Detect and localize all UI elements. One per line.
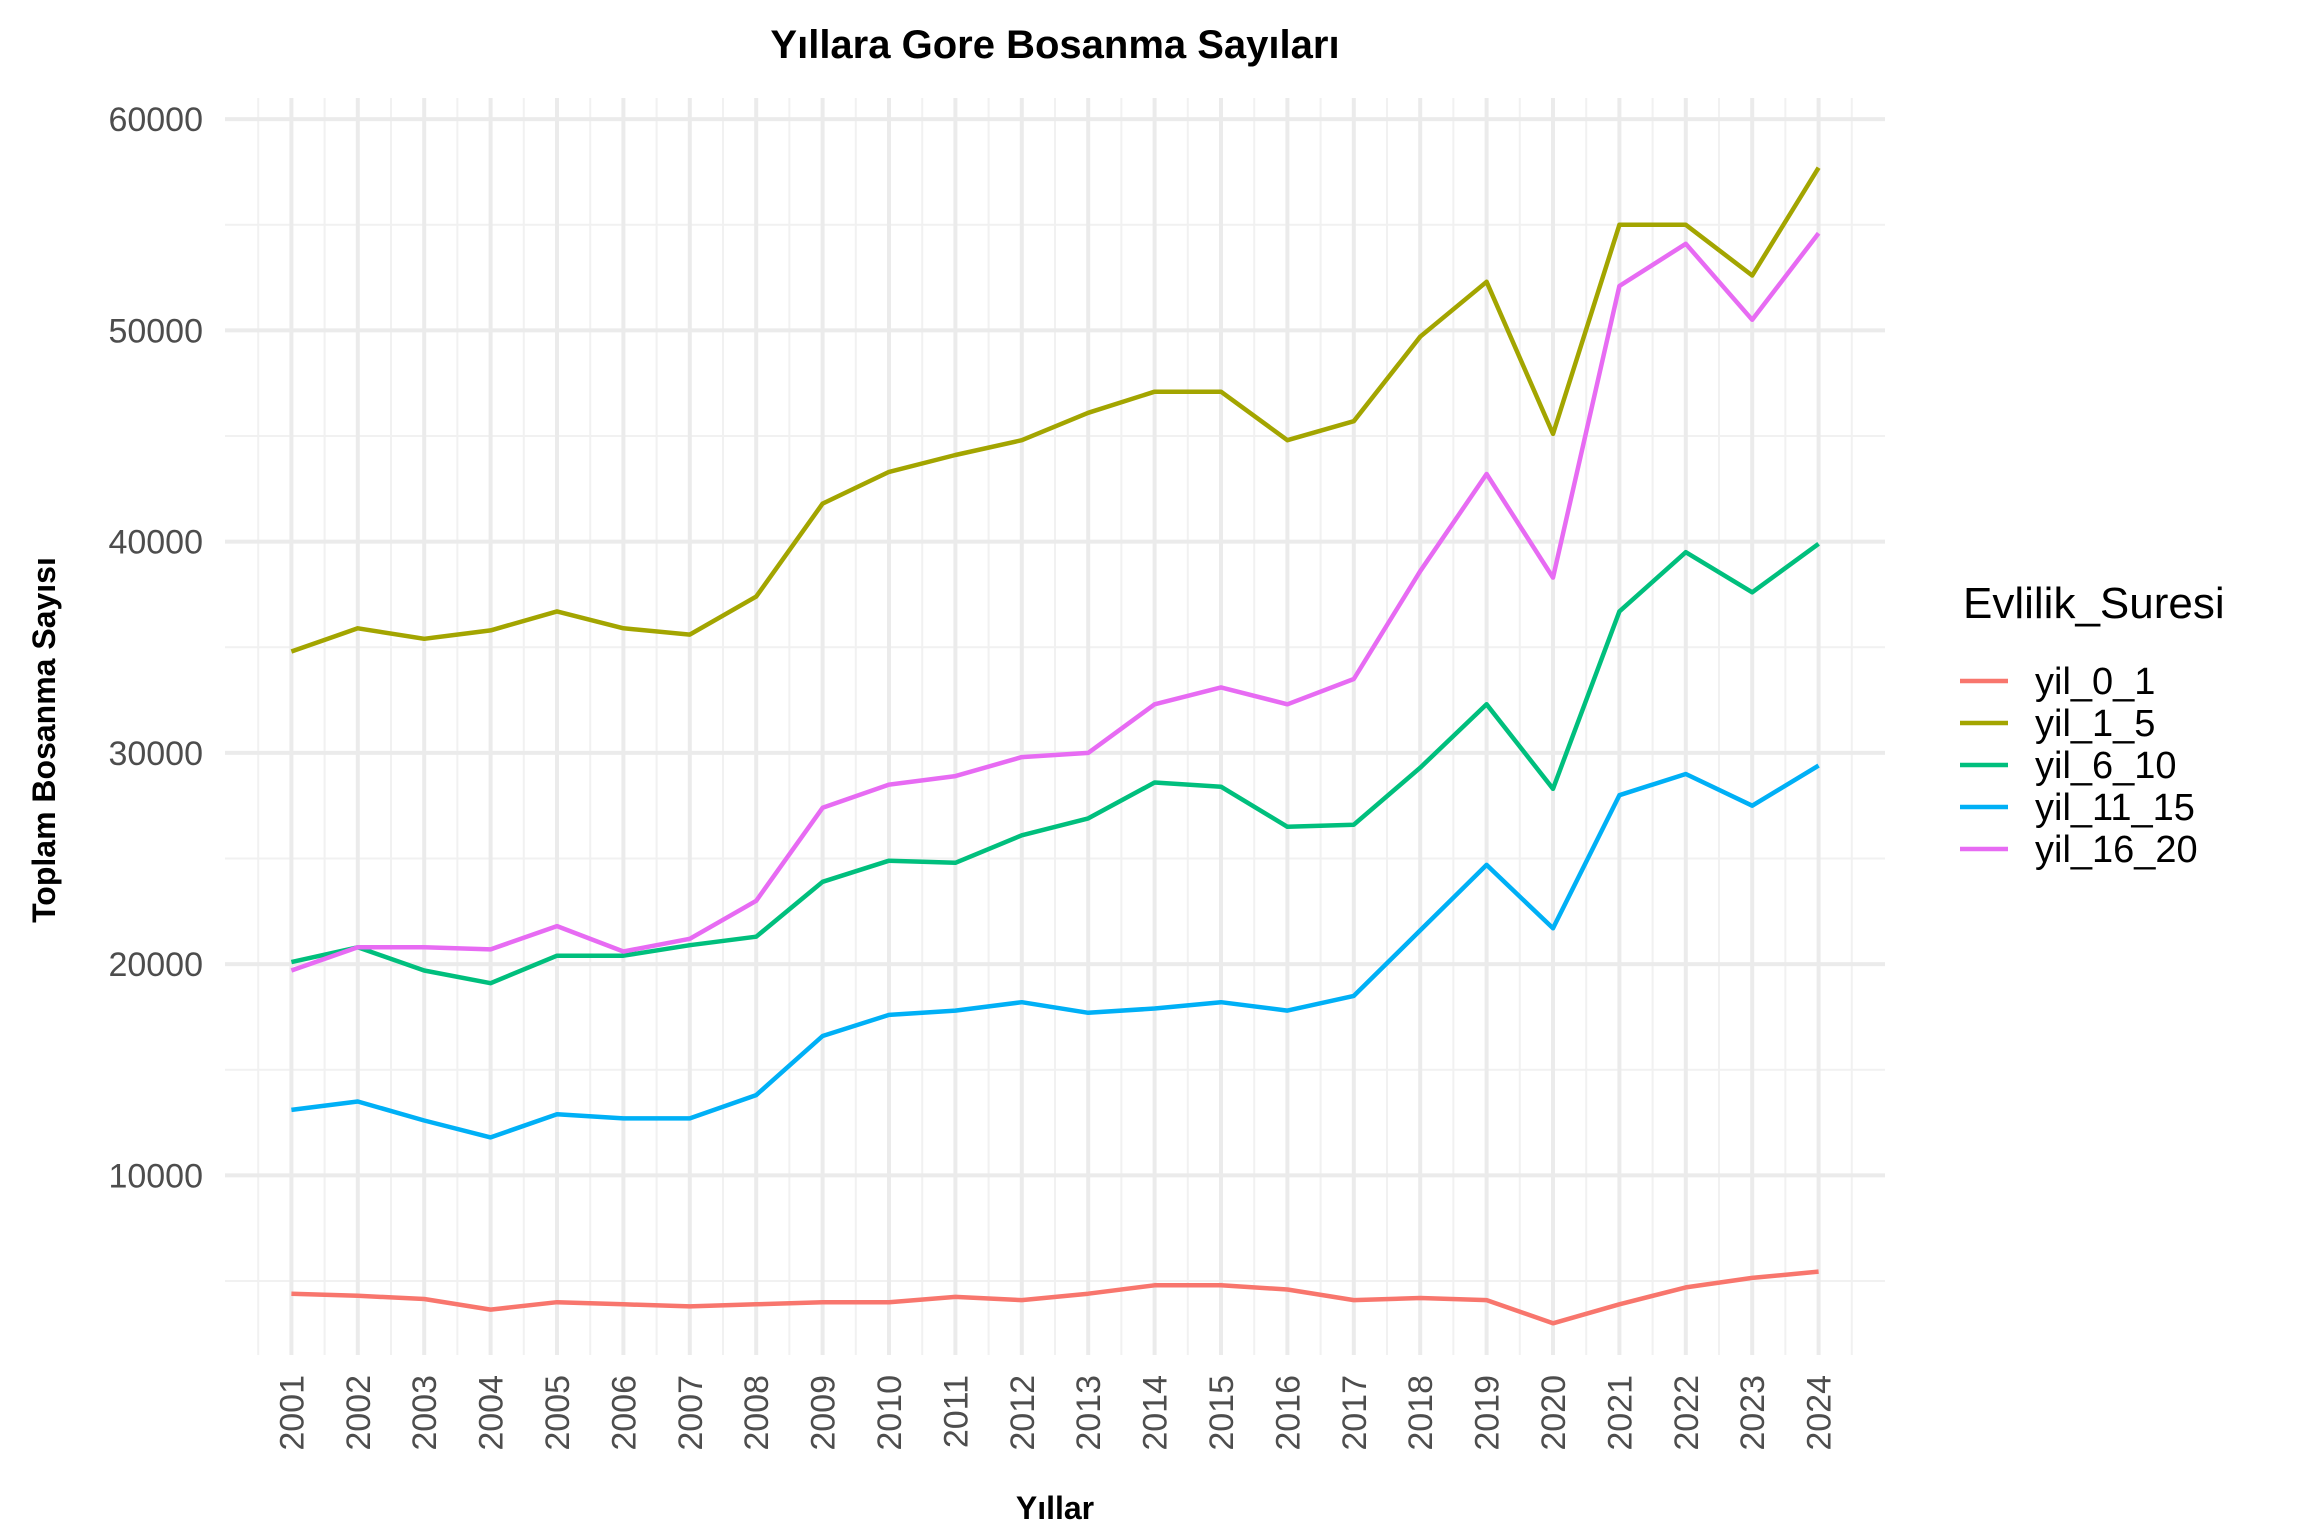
x-tick-label: 2020 — [1535, 1375, 1573, 1451]
minor-grid — [225, 98, 1885, 1355]
x-tick-label: 2022 — [1668, 1375, 1706, 1451]
legend-label: yil_16_20 — [2035, 829, 2198, 871]
series-line-yil_1_5 — [290, 166, 1821, 654]
x-tick-label: 2004 — [473, 1375, 511, 1451]
x-tick-label: 2019 — [1469, 1375, 1507, 1451]
y-tick-label: 40000 — [108, 524, 203, 562]
series-line-yil_16_20 — [290, 231, 1821, 973]
y-tick-label: 20000 — [108, 946, 203, 984]
legend-title: Evlilik_Suresi — [1963, 579, 2225, 628]
x-tick-label: 2005 — [539, 1375, 577, 1451]
x-tick-label: 2011 — [937, 1375, 975, 1448]
series-line-yil_11_15 — [291, 763, 1820, 1140]
x-tick-label: 2015 — [1203, 1375, 1241, 1451]
x-tick-label: 2024 — [1801, 1375, 1839, 1451]
x-tick-label: 2021 — [1601, 1375, 1639, 1451]
x-tick-label: 2006 — [605, 1375, 643, 1451]
series-lines — [290, 166, 1821, 1326]
x-tick-label: 2014 — [1137, 1375, 1175, 1451]
x-axis-title: Yıllar — [1016, 1490, 1094, 1526]
x-tick-label: 2010 — [871, 1375, 909, 1451]
legend-label: yil_1_5 — [2035, 703, 2155, 745]
y-tick-label: 10000 — [108, 1157, 203, 1195]
x-tick-label: 2012 — [1004, 1375, 1042, 1451]
x-tick-label: 2018 — [1402, 1375, 1440, 1451]
legend-label: yil_0_1 — [2035, 661, 2155, 703]
x-tick-label: 2017 — [1336, 1375, 1374, 1451]
legend: Evlilik_Suresi yil_0_1yil_1_5yil_6_10yil… — [1960, 579, 2225, 871]
x-tick-label: 2003 — [406, 1375, 444, 1451]
y-axis-ticks: 10000 20000 30000 40000 50000 60000 — [108, 101, 203, 1195]
x-tick-label: 2009 — [805, 1375, 843, 1451]
y-axis-title: Toplam Bosanma Sayısı — [26, 557, 62, 923]
x-tick-label: 2008 — [738, 1375, 776, 1451]
series-line-yil_6_10 — [290, 541, 1820, 986]
series-line-yil_0_1 — [291, 1269, 1819, 1326]
y-tick-label: 50000 — [108, 312, 203, 350]
chart-title: Yıllara Gore Bosanma Sayıları — [770, 23, 1339, 67]
x-tick-label: 2013 — [1070, 1375, 1108, 1451]
legend-label: yil_11_15 — [2035, 787, 2195, 829]
x-tick-label: 2007 — [672, 1375, 710, 1451]
legend-label: yil_6_10 — [2035, 745, 2177, 787]
x-tick-label: 2001 — [273, 1375, 311, 1451]
x-tick-label: 2002 — [340, 1375, 378, 1451]
y-tick-label: 30000 — [108, 735, 203, 773]
x-axis-ticks: 2001 2002 2003 2004 2005 2006 2007 2008 2009 2010… — [273, 1375, 1838, 1451]
x-tick-label: 2016 — [1269, 1375, 1307, 1451]
x-tick-label: 2023 — [1734, 1375, 1772, 1451]
y-tick-label: 60000 — [108, 101, 203, 139]
